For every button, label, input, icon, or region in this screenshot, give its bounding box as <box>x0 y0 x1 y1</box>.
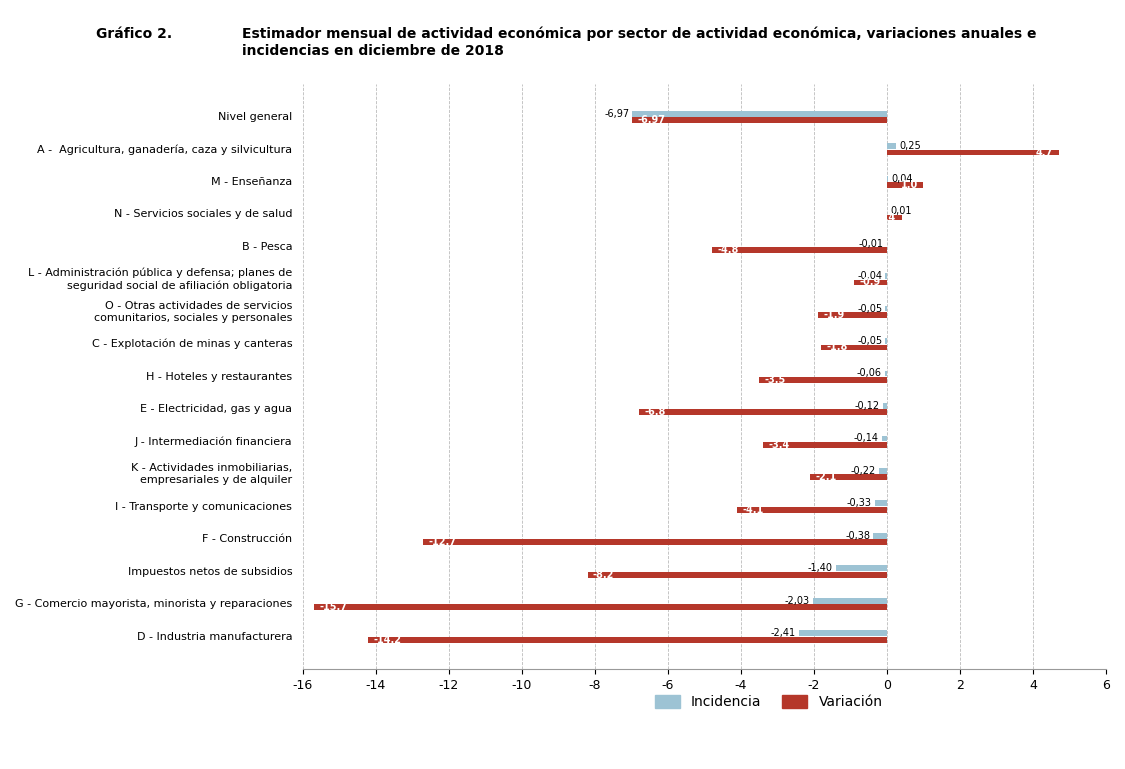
Text: -0,9: -0,9 <box>860 278 881 288</box>
Text: -0,06: -0,06 <box>857 368 882 378</box>
Bar <box>882 435 886 441</box>
Text: -8,2: -8,2 <box>593 570 614 580</box>
Bar <box>886 215 901 221</box>
Text: -2,03: -2,03 <box>785 596 810 606</box>
Text: -15,7: -15,7 <box>319 602 348 612</box>
Text: -0,33: -0,33 <box>847 498 872 508</box>
Bar <box>884 371 886 376</box>
Text: Gráfico 2.: Gráfico 2. <box>96 27 172 41</box>
Bar <box>810 474 887 480</box>
Bar <box>886 150 1059 155</box>
Bar <box>639 409 886 415</box>
Bar <box>883 403 886 409</box>
Text: -4,1: -4,1 <box>742 504 764 514</box>
Legend: Incidencia, Variación: Incidencia, Variación <box>649 690 888 715</box>
Bar <box>879 468 886 474</box>
Bar <box>799 631 887 636</box>
Bar <box>836 565 886 571</box>
Text: -6,97: -6,97 <box>604 108 630 118</box>
Text: -6,97: -6,97 <box>638 115 666 125</box>
Bar <box>368 637 886 643</box>
Text: -3,5: -3,5 <box>765 375 786 385</box>
Bar <box>886 143 897 149</box>
Text: -0,01: -0,01 <box>858 238 883 248</box>
Text: -1,40: -1,40 <box>808 564 832 574</box>
Bar <box>423 539 886 545</box>
Text: -0,05: -0,05 <box>857 304 882 314</box>
Text: -0,38: -0,38 <box>845 531 870 541</box>
Text: -0,14: -0,14 <box>854 434 879 444</box>
Text: 4,7: 4,7 <box>1036 148 1053 158</box>
Text: -2,41: -2,41 <box>771 628 796 638</box>
Text: -2,1: -2,1 <box>816 472 837 482</box>
Text: -6,8: -6,8 <box>645 408 666 418</box>
Text: -1,8: -1,8 <box>827 342 848 352</box>
Text: 0,01: 0,01 <box>890 206 911 216</box>
Text: Estimador mensual de actividad económica por sector de actividad económica, vari: Estimador mensual de actividad económica… <box>242 27 1036 58</box>
Bar <box>885 305 886 311</box>
Text: 0,25: 0,25 <box>899 141 920 151</box>
Text: -0,12: -0,12 <box>855 401 880 411</box>
Bar <box>854 280 886 285</box>
Text: -0,05: -0,05 <box>857 336 882 346</box>
Bar <box>886 176 889 181</box>
Text: -4,8: -4,8 <box>717 245 738 255</box>
Bar <box>873 533 886 539</box>
Text: -0,04: -0,04 <box>857 271 883 281</box>
Bar <box>875 501 886 506</box>
Text: 1,0: 1,0 <box>901 180 918 190</box>
Text: -14,2: -14,2 <box>374 634 402 644</box>
Text: -0,22: -0,22 <box>850 466 876 476</box>
Bar <box>632 111 887 117</box>
Text: -1,9: -1,9 <box>824 310 844 320</box>
Bar <box>886 182 924 188</box>
Bar <box>813 598 887 604</box>
Bar <box>885 273 886 279</box>
Text: 0,04: 0,04 <box>891 174 912 184</box>
Bar <box>314 604 886 610</box>
Bar <box>737 507 886 513</box>
Bar <box>632 117 887 123</box>
Bar <box>885 338 886 344</box>
Bar <box>712 247 886 253</box>
Text: -12,7: -12,7 <box>429 538 457 548</box>
Bar <box>821 345 886 351</box>
Bar <box>763 442 886 448</box>
Text: 0,4: 0,4 <box>879 212 897 222</box>
Bar <box>587 572 886 578</box>
Text: -3,4: -3,4 <box>768 440 790 450</box>
Bar <box>759 377 886 383</box>
Bar <box>818 312 886 318</box>
